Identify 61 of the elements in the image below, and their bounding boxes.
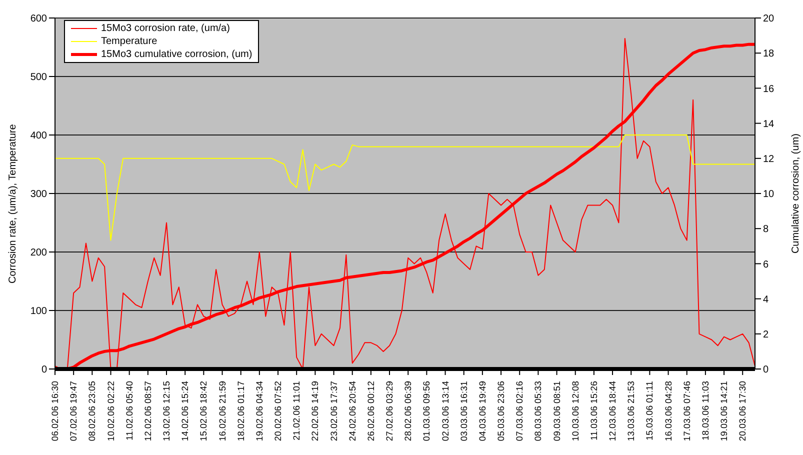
x-tick-label: 02.03.06 13:14: [440, 381, 450, 442]
x-tick-label: 16.03.06 04:28: [663, 381, 674, 442]
x-tick-label: 08.03.06 05:33: [533, 381, 544, 442]
legend-label: Temperature: [101, 35, 158, 48]
x-tick-label: 10.02.06 02:22: [106, 381, 116, 442]
x-tick-label: 11.02.06 05:40: [124, 381, 134, 440]
y-axis-title: Corrosion rate, (um/a), Temperature: [8, 124, 19, 284]
y-tick-label: 300: [30, 189, 48, 200]
x-tick-label: 12.02.06 08:57: [142, 381, 153, 442]
y-tick-label: 100: [30, 306, 48, 318]
x-tick-label: 24.02.06 20:54: [347, 381, 358, 442]
x-tick-label: 26.02.06 00:12: [366, 381, 376, 442]
y2-tick-label: 10: [763, 189, 775, 200]
x-tick-label: 17.03.06 07:46: [682, 381, 692, 442]
x-tick-label: 04.03.06 19:49: [477, 381, 488, 442]
x-tick-label: 28.02.06 06:39: [403, 381, 414, 442]
x-tick-label: 10.03.06 12:08: [570, 381, 580, 442]
y2-tick-label: 16: [763, 84, 775, 95]
y2-tick-label: 12: [763, 154, 775, 165]
x-tick-label: 07.03.06 02:16: [514, 381, 525, 442]
x-tick-label: 06.02.06 16:30: [50, 381, 60, 442]
x-tick-label: 12.03.06 18:44: [608, 381, 618, 442]
y2-tick-label: 14: [763, 118, 775, 130]
x-tick-label: 21.02.06 11:01: [292, 381, 302, 440]
y2-tick-label: 2: [763, 329, 769, 340]
x-tick-label: 18.03.06 11:03: [700, 381, 710, 440]
y2-tick-label: 0: [763, 364, 769, 376]
y2-tick-label: 6: [763, 259, 769, 270]
x-tick-label: 16.02.06 21:59: [217, 381, 228, 442]
x-tick-label: 09.03.06 08:51: [552, 381, 562, 442]
y-tick-label: 200: [30, 248, 48, 259]
x-tick-label: 23.02.06 17:37: [328, 381, 339, 442]
x-tick-label: 20.02.06 07:52: [273, 381, 284, 442]
y-tick-label: 600: [30, 14, 48, 25]
x-tick-label: 19.02.06 04:34: [254, 381, 264, 442]
x-tick-label: 13.03.06 21:53: [626, 381, 636, 442]
y2-tick-label: 18: [763, 48, 775, 60]
x-tick-label: 13.02.06 12:15: [162, 381, 172, 442]
legend-label: 15Mo3 corrosion rate, (um/a): [101, 22, 230, 35]
x-tick-label: 07.02.06 19:47: [68, 381, 79, 442]
x-tick-label: 11.03.06 15:26: [588, 381, 599, 440]
x-tick-label: 22.02.06 14:19: [310, 381, 320, 442]
y2-tick-label: 4: [763, 294, 769, 306]
x-tick-label: 05.03.06 23:06: [496, 381, 506, 442]
y2-tick-label: 8: [763, 224, 769, 236]
x-tick-label: 15.02.06 18:42: [198, 381, 209, 442]
y-tick-label: 500: [30, 72, 48, 84]
x-tick-label: 20.03.06 17:30: [738, 381, 748, 442]
legend-label: 15Mo3 cumulative corrosion, (um): [101, 48, 252, 61]
y-tick-label: 400: [30, 130, 48, 142]
x-tick-label: 03.03.06 16:31: [458, 381, 469, 442]
x-tick-label: 27.02.06 03:29: [384, 381, 395, 442]
y-tick-label: 0: [41, 364, 48, 376]
x-tick-label: 19.03.06 14:21: [719, 381, 730, 442]
y2-tick-label: 20: [763, 14, 775, 25]
x-tick-label: 01.03.06 09:56: [422, 381, 432, 442]
x-tick-label: 15.03.06 01:11: [644, 381, 655, 440]
x-tick-label: 08.02.06 23:05: [87, 381, 98, 442]
x-tick-label: 18.02.06 01:17: [236, 381, 246, 442]
x-tick-label: 14.02.06 15:24: [180, 381, 190, 442]
y2-axis-title: Cumulative corrosion, (um): [790, 134, 802, 254]
